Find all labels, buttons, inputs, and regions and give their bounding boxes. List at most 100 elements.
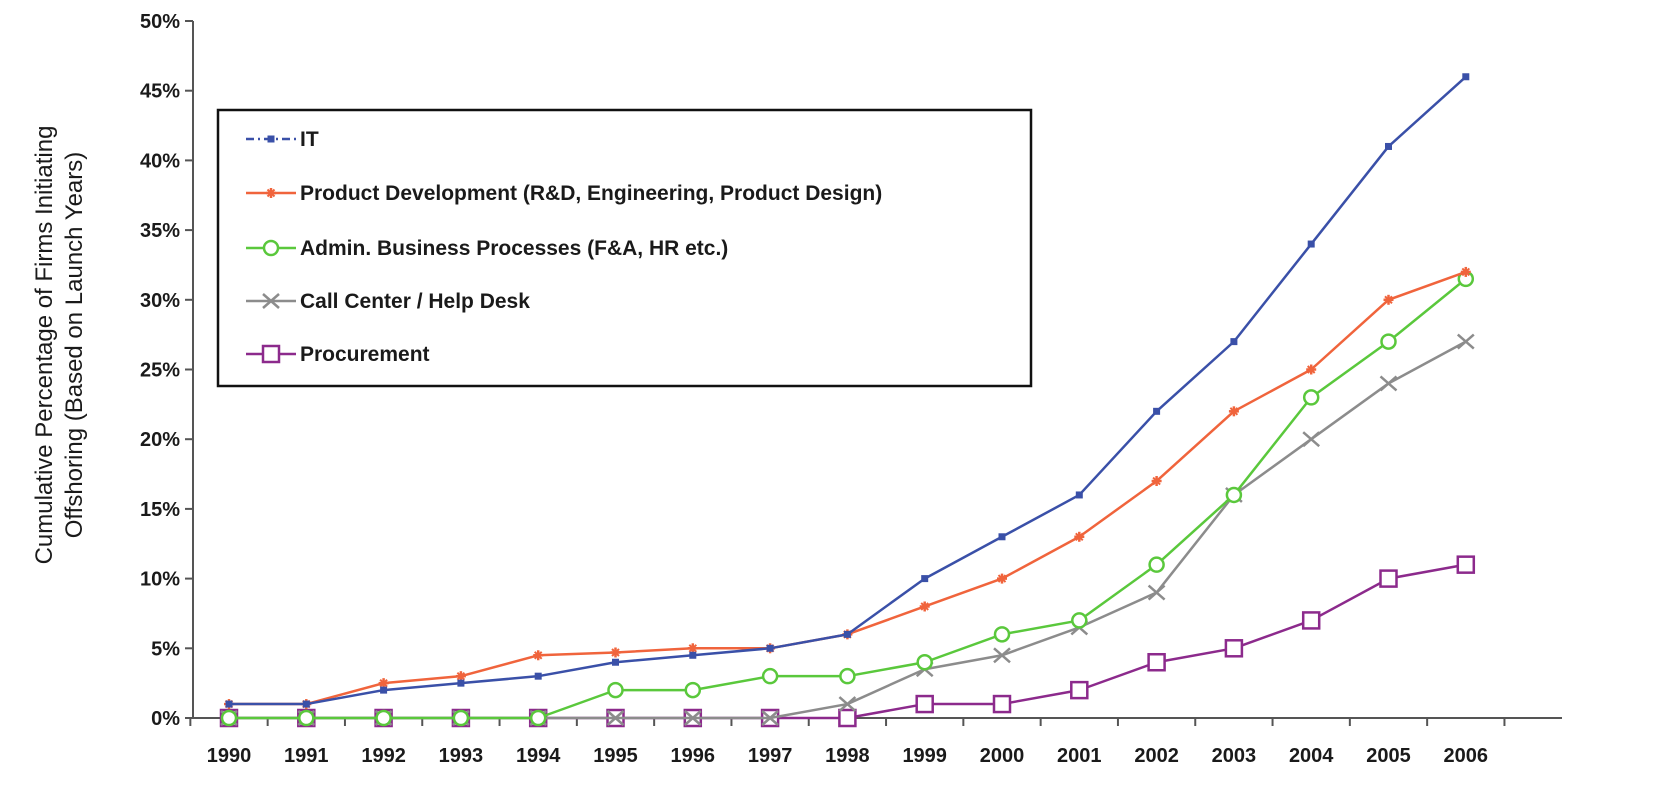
legend-entry: Product Development (R&D, Engineering, P… [246, 182, 882, 205]
y-axis-label-line-1: Cumulative Percentage of Firms Initiatin… [31, 126, 58, 565]
data-point [1456, 333, 1475, 350]
y-tick-label: 30% [140, 290, 180, 312]
data-point [997, 573, 1007, 584]
data-point [838, 708, 857, 728]
y-axis-ticks: 0% 5% 10% 15% 20% 25% 30% 35% 40% 45% 50% [140, 11, 193, 730]
marker-stroke [379, 678, 388, 688]
y-tick-label: 50% [140, 11, 180, 33]
data-point [533, 650, 544, 661]
series-line [229, 340, 1467, 720]
data-point [915, 694, 934, 714]
x-tick-label: 1999 [902, 745, 947, 767]
data-point [452, 709, 470, 727]
legend-label: Product Development (R&D, Engineering, P… [300, 182, 882, 205]
marker-stroke [761, 710, 779, 726]
marker-stroke [456, 671, 466, 681]
series-line [229, 563, 1467, 720]
y-tick-label: 25% [140, 360, 180, 382]
x-tick-label: 2005 [1366, 745, 1411, 767]
marker-stroke [920, 602, 929, 611]
series-0 [225, 73, 1470, 708]
data-point [993, 647, 1011, 664]
data-point [607, 681, 624, 699]
data-point [1456, 555, 1476, 574]
data-point [606, 710, 625, 726]
data-point [1302, 431, 1321, 448]
data-point [612, 658, 619, 666]
marker-stroke [1075, 532, 1084, 541]
data-point [839, 667, 856, 685]
marker-stroke [266, 188, 276, 198]
marker-stroke [1379, 375, 1398, 392]
x-tick-label: 1995 [593, 745, 638, 767]
legend-swatch-marker [261, 344, 281, 364]
data-point [683, 710, 702, 726]
data-point [1148, 556, 1165, 573]
data-point [993, 626, 1011, 643]
data-point [921, 575, 929, 583]
series-2 [220, 270, 1475, 727]
data-point [380, 686, 388, 694]
data-point [1153, 407, 1161, 415]
legend-box [216, 108, 1033, 388]
data-point [684, 681, 702, 699]
x-tick-label: 1996 [671, 745, 716, 767]
x-tick-label: 1993 [439, 745, 484, 767]
data-point [838, 696, 857, 713]
data-point [302, 700, 310, 708]
y-axis-label-line-2: Offshoring (Based on Launch Years) [61, 152, 88, 538]
data-point [220, 709, 238, 727]
data-point [1306, 364, 1317, 375]
data-point [1462, 73, 1470, 81]
marker-stroke [533, 651, 543, 660]
marker-stroke [1456, 333, 1475, 350]
data-point [1147, 652, 1166, 672]
data-point [1074, 531, 1085, 542]
data-point [1151, 476, 1162, 487]
data-point [1302, 389, 1320, 406]
x-tick-label: 2000 [980, 745, 1025, 767]
x-tick-label: 2003 [1212, 745, 1257, 767]
data-point [1071, 612, 1088, 629]
y-tick-label: 5% [151, 638, 180, 660]
x-axis-ticks: 1990 1991 1992 1993 1994 1995 1996 1997 1998 1999… [189, 718, 1506, 767]
legend-entry: Admin. Business Processes (F&A, HR etc.) [246, 237, 728, 260]
marker-stroke [1152, 476, 1161, 486]
legend-entry: Call Center / Help Desk [246, 290, 530, 313]
data-point [1379, 569, 1398, 588]
data-point [1307, 240, 1315, 248]
data-point [766, 644, 774, 652]
data-point [534, 672, 542, 680]
data-point [1075, 491, 1083, 499]
data-point [1070, 680, 1089, 700]
y-tick-label: 0% [151, 708, 180, 730]
data-point [916, 653, 933, 671]
series-4 [219, 555, 1476, 728]
legend-entry: Procurement [246, 343, 430, 366]
data-point [1230, 338, 1238, 346]
x-tick-label: 2004 [1289, 745, 1334, 767]
data-point [610, 647, 621, 658]
data-point [1460, 266, 1471, 277]
marker-stroke [1461, 267, 1471, 277]
marker-stroke [1384, 295, 1393, 305]
data-point [1225, 486, 1243, 504]
marker-stroke [1229, 407, 1239, 416]
data-point [1385, 142, 1392, 150]
marker-stroke [262, 293, 280, 309]
data-point [455, 671, 466, 682]
x-tick-label: 1997 [748, 745, 793, 767]
x-tick-label: 1994 [516, 745, 561, 767]
marker-stroke [1147, 584, 1166, 601]
marker-stroke [993, 647, 1011, 664]
marker-stroke [606, 710, 625, 726]
data-point [761, 710, 779, 726]
data-point [298, 709, 315, 727]
marker-stroke [838, 696, 857, 713]
data-point [1224, 639, 1244, 658]
data-point [687, 643, 698, 654]
legend-swatch-marker [262, 239, 280, 257]
x-tick-label: 2001 [1057, 745, 1102, 767]
y-tick-label: 20% [140, 429, 180, 451]
data-point [998, 533, 1006, 541]
